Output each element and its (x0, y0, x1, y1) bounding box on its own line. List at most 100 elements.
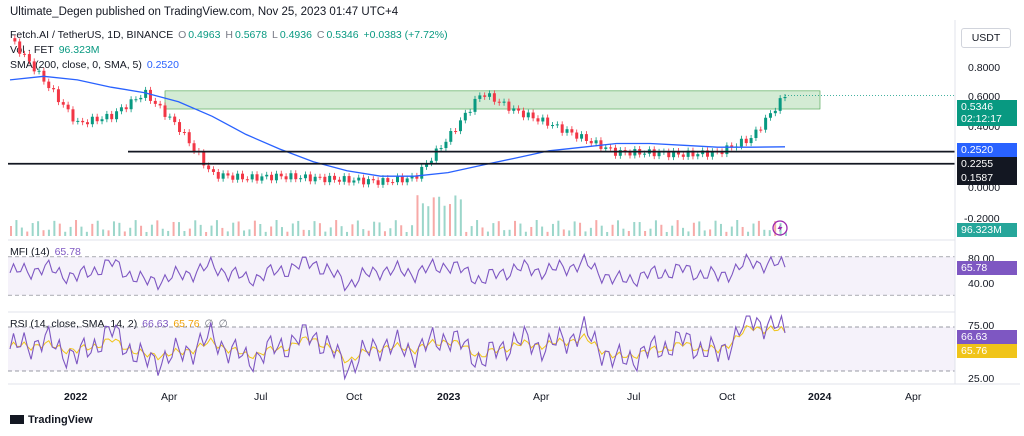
volume-bar (676, 220, 679, 236)
sma-line (9, 75, 786, 177)
candle-body (144, 89, 148, 98)
candle-body (61, 102, 65, 105)
volume-bar (42, 230, 45, 236)
candle-body (265, 174, 269, 177)
volume-bar (562, 229, 565, 236)
rsi-line (9, 313, 786, 381)
volume-bar (692, 222, 695, 236)
candle-body (415, 175, 419, 179)
volume-bar (703, 230, 706, 236)
volume-bar (497, 221, 500, 236)
candle-body (313, 176, 317, 182)
volume-bar (215, 220, 218, 236)
volume-bar (335, 220, 338, 236)
candle-body (405, 178, 409, 183)
volume-bar (541, 226, 544, 236)
candle-body (100, 119, 104, 122)
candle-body (526, 112, 530, 118)
candle-body (400, 176, 404, 183)
volume-bar (595, 220, 598, 236)
volume-bar (221, 227, 224, 236)
volume-bar (378, 222, 381, 236)
volume-bar (551, 223, 554, 236)
candle-body (444, 141, 448, 149)
volume-bar (638, 222, 641, 236)
volume-bar (129, 227, 132, 236)
candle-body (303, 174, 307, 179)
candle-body (386, 178, 390, 183)
candle-body (337, 179, 341, 182)
volume-bar (356, 220, 359, 236)
candle-body (32, 61, 36, 72)
candle-body (66, 104, 70, 110)
volume-bar (589, 227, 592, 236)
candle-body (158, 103, 162, 106)
rsi-tick: 75.00 (968, 320, 995, 332)
volume-bar (492, 223, 495, 236)
volume-bar (150, 224, 153, 236)
candle-body (764, 117, 768, 130)
volume-bar (308, 230, 311, 236)
candle-body (105, 113, 109, 120)
time-tick: Oct (346, 391, 363, 403)
candle-body (129, 99, 133, 110)
volume-bar (134, 220, 137, 236)
candle-body (119, 107, 123, 112)
candle-body (463, 112, 467, 121)
mfi-value: 65.78 (54, 246, 81, 258)
currency-button[interactable]: USDT (961, 28, 1011, 48)
candle-body (754, 129, 758, 139)
candle-body (483, 95, 487, 97)
time-tick: Apr (905, 391, 922, 403)
volume-bar (275, 220, 278, 236)
candle-body (512, 108, 516, 111)
volume-bar (481, 227, 484, 236)
volume-bar (557, 220, 560, 236)
volume-bar (524, 231, 527, 236)
sma-badge: 0.2520 (957, 143, 1017, 157)
volume-bar (432, 197, 435, 236)
volume-bar (606, 231, 609, 236)
candle-body (260, 176, 264, 181)
candle-body (163, 105, 167, 117)
volume-bar (649, 228, 652, 236)
volume-bar (280, 227, 283, 236)
change-value: +0.0383 (+7.72%) (363, 29, 448, 41)
rsi-tick: 25.00 (968, 373, 995, 385)
sma-label[interactable]: SMA (200, close, 0, SMA, 5) (10, 59, 142, 71)
candle-body (178, 122, 182, 133)
candle-body (168, 116, 172, 118)
candle-body (478, 95, 482, 99)
volume-bar (616, 220, 619, 236)
tradingview-logo[interactable]: TradingView (10, 414, 93, 426)
volume-bar (140, 225, 143, 236)
candle-body (560, 124, 564, 133)
candle-body (778, 98, 782, 111)
volume-bar (156, 220, 159, 236)
band-background (8, 327, 955, 371)
candle-body (357, 177, 361, 181)
volume-bar (188, 228, 191, 236)
candle-body (284, 176, 288, 180)
volume-bar (145, 231, 148, 236)
candle-body (396, 176, 399, 183)
time-tick: 2023 (437, 391, 461, 403)
high-label: H (225, 29, 233, 41)
symbol-title[interactable]: Fetch.AI / TetherUS, 1D, BINANCE (10, 29, 174, 41)
volume-bar (698, 221, 701, 236)
candle-body (449, 131, 453, 142)
candle-body (289, 173, 293, 180)
volume-bar (102, 229, 105, 236)
candle-body (216, 171, 220, 179)
hline-badge-lower: 0.1587 (957, 171, 1017, 185)
candle-body (192, 143, 196, 151)
hline-badge-upper: 0.2255 (957, 157, 1017, 171)
candle-body (37, 70, 41, 72)
mfi-label[interactable]: MFI (14) (10, 246, 50, 258)
candle-body (352, 180, 356, 183)
volume-bar (253, 220, 256, 236)
candle-body (681, 154, 685, 157)
candle-body (333, 175, 337, 180)
candle-body (594, 140, 598, 144)
